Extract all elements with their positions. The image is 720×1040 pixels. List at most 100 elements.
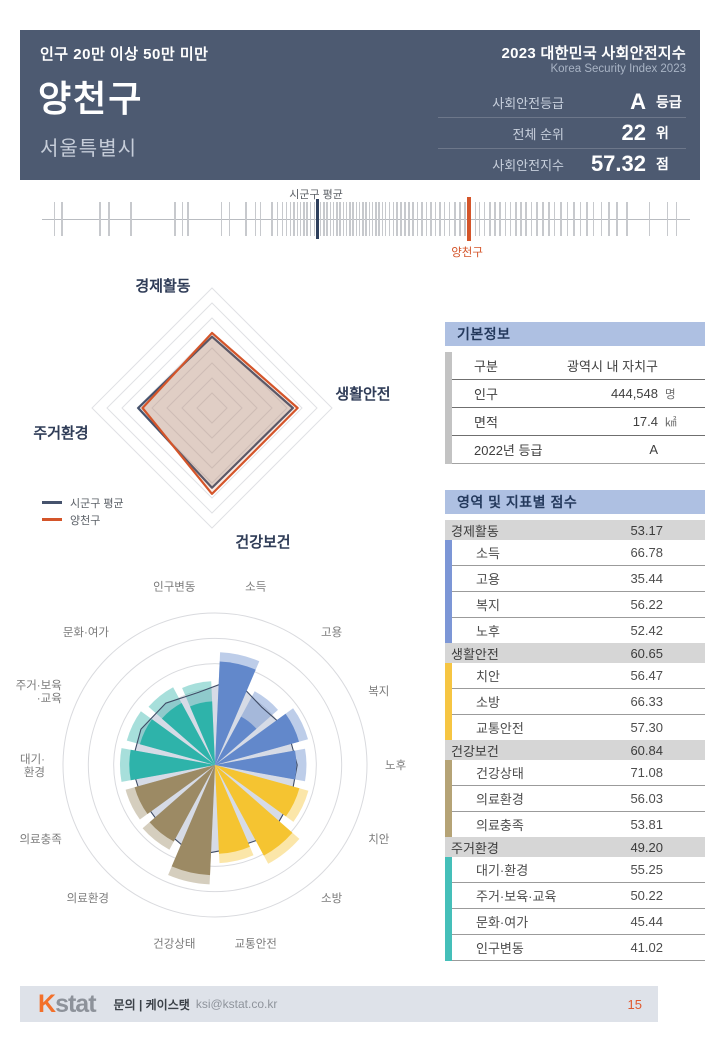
table-row: 의료충족 53.81 [452, 811, 705, 837]
district-tick [392, 202, 395, 236]
district-tick [520, 202, 522, 236]
category-row: 경제활동 53.17 [445, 520, 705, 540]
district-tick [296, 202, 299, 236]
rose-wedge-0 [215, 661, 256, 765]
table-row: 건강상태 71.08 [452, 760, 705, 785]
table-row: 소득 66.78 [452, 540, 705, 565]
stat-label: 사회안전지수 [492, 157, 564, 173]
basic-info-left-bar [445, 352, 452, 464]
district-tick [489, 202, 491, 236]
average-label: 시군구 평균 [289, 189, 343, 201]
indicator-score: 56.03 [630, 791, 663, 806]
table-row: 치안 56.47 [452, 663, 705, 688]
indicator-name: 주거·보육·교육 [476, 889, 557, 904]
score-group: 경제활동 53.17 소득 66.78 고용 35.44 복지 56.22 노후 52.42 [445, 520, 705, 643]
category-score: 53.17 [630, 522, 663, 538]
distribution-strip-chart: 시군구 평균 양천구 [0, 186, 720, 262]
rose-axis-label: 건강상태 [153, 937, 195, 950]
district-tick [499, 202, 501, 236]
table-row: 의료환경 56.03 [452, 785, 705, 811]
district-tick [378, 202, 380, 236]
table-row: 2022년 등급 A [452, 436, 705, 464]
rose-grid-ring [87, 637, 343, 893]
district-tick [592, 202, 595, 236]
indicator-name: 건강상태 [476, 766, 524, 781]
district-tick [362, 202, 364, 236]
stat-unit: 점 [656, 156, 669, 172]
indicator-score: 71.08 [630, 765, 663, 780]
district-tick [303, 202, 305, 236]
rose-axis-label: 문화·여가 [63, 626, 110, 639]
radar-legend: 시군구 평균 양천구 [42, 496, 124, 530]
stat-label: 사회안전등급 [492, 95, 564, 111]
district-tick [271, 202, 273, 236]
kstat-logo-stat: stat [55, 989, 96, 1018]
rose-axis-label: 대기· 환경 [20, 753, 45, 779]
population-category-badge: 인구 20만 이상 50만 미만 [40, 46, 209, 63]
category-color-bar [445, 663, 452, 740]
indicator-score: 55.25 [630, 862, 663, 877]
district-tick [245, 202, 247, 236]
district-tick [600, 202, 603, 236]
district-tick [483, 202, 486, 236]
district-tick [396, 202, 398, 236]
district-tick [530, 202, 533, 236]
table-row: 대기·환경 55.25 [452, 857, 705, 882]
row-value: 광역시 내 자치구 [567, 359, 658, 374]
district-tick [430, 202, 432, 236]
stat-value: A [630, 89, 646, 114]
district-tick [319, 202, 322, 236]
district-tick [425, 202, 428, 236]
indicator-name: 고용 [476, 572, 500, 587]
rose-wedge-13 [190, 701, 215, 765]
category-color-bar [445, 760, 452, 837]
district-tick [365, 202, 367, 236]
category-name: 건강보건 [451, 743, 499, 759]
district-tick [566, 202, 569, 236]
district-tick [509, 202, 512, 236]
radar-axis-label: 건강보건 [235, 533, 290, 551]
radar-axis-label: 생활안전 [335, 385, 390, 403]
stat-row: 사회안전지수 57.32 점 [438, 149, 686, 179]
district-tick [448, 202, 451, 236]
legend-swatch [42, 518, 62, 521]
district-tick [355, 202, 358, 236]
row-label: 면적 [474, 415, 498, 430]
row-label: 인구 [474, 387, 498, 402]
district-tick [515, 202, 517, 236]
district-tick [553, 202, 556, 236]
stat-row: 전체 순위 22 위 [438, 118, 686, 149]
district-tick [439, 202, 441, 236]
average-tick [316, 199, 320, 239]
district-tick [666, 202, 669, 236]
district-tick [181, 202, 184, 236]
table-row: 소방 66.33 [452, 688, 705, 714]
footer-band: Kstat 문의 | 케이스탯 ksi@kstat.co.kr 15 [20, 986, 658, 1022]
district-tick [608, 202, 610, 236]
district-tick [474, 202, 477, 236]
rose-wedge-4 [215, 765, 300, 817]
district-tick [345, 202, 348, 236]
district-tick [648, 202, 651, 236]
district-tick [454, 202, 456, 236]
table-row: 문화·여가 45.44 [452, 908, 705, 934]
district-tick [408, 202, 410, 236]
indicator-name: 소방 [476, 695, 500, 710]
district-tick [281, 202, 284, 236]
rose-wedge-10 [129, 749, 215, 781]
district-tick [675, 202, 678, 236]
district-tick [375, 202, 377, 236]
district-tick [494, 202, 496, 236]
district-tick [412, 202, 414, 236]
rose-axis-label: 복지 [368, 685, 389, 698]
district-tick [579, 202, 582, 236]
district-tick [352, 202, 354, 236]
district-tick [478, 202, 481, 236]
table-row: 복지 56.22 [452, 591, 705, 617]
district-tick [332, 202, 335, 236]
district-tick [220, 202, 223, 236]
row-unit: 명 [665, 388, 676, 401]
summary-stats: 사회안전등급 A 등급 전체 순위 22 위 사회안전지수 57.32 점 [438, 87, 686, 179]
